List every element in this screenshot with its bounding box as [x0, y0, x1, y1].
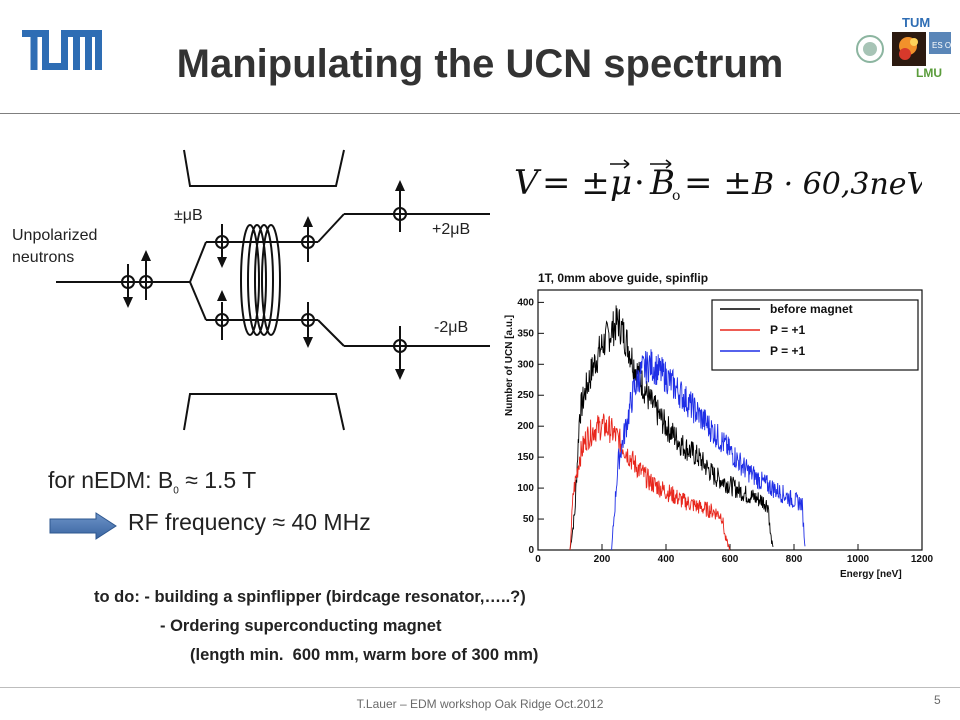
- chart-title: 1T, 0mm above guide, spinflip: [538, 271, 708, 285]
- svg-text:= ±: = ±: [684, 163, 752, 203]
- chart-y-label: Number of UCN [a.u.]: [504, 315, 515, 416]
- eso-logo-icon: [929, 32, 951, 54]
- footer-divider: [0, 687, 960, 688]
- x-tick-label: 0: [535, 554, 541, 565]
- x-tick-label: 1000: [847, 554, 870, 565]
- x-tick-label: 800: [786, 554, 803, 565]
- minus-2mu-b-label: -2μB: [434, 319, 468, 336]
- lmu-logo: LMU: [916, 66, 942, 80]
- legend-label: P = +1: [770, 323, 805, 337]
- header-divider: [0, 113, 960, 114]
- pm-mu-b-label: ±μB: [174, 207, 203, 224]
- svg-text:B · 60,3neV / T: B · 60,3neV / T: [751, 167, 922, 202]
- svg-text:V: V: [514, 163, 542, 203]
- y-tick-label: 0: [528, 545, 534, 556]
- rf-frequency-note: RF frequency ≈ 40 MHz: [128, 509, 371, 535]
- slide-title: Manipulating the UCN spectrum: [176, 42, 784, 86]
- unpolarized-label-2: neutrons: [12, 249, 74, 266]
- series-line-0: [569, 305, 774, 551]
- nedm-subscript: 0: [173, 485, 179, 497]
- y-tick-label: 50: [523, 514, 535, 525]
- y-tick-label: 150: [517, 452, 534, 463]
- plus-2mu-b-label: +2μB: [432, 221, 470, 238]
- spinflip-diagram: Unpolarized neutrons ±μB +2μB -2μB: [12, 149, 490, 431]
- right-arrow-icon: [49, 512, 117, 540]
- partner-logos-graphic: TUM ES O LMU: [856, 15, 951, 80]
- partner-logos: TUM ES O LMU: [856, 10, 952, 80]
- x-tick-label: 600: [722, 554, 739, 565]
- nedm-suffix: ≈ 1.5 T: [178, 467, 257, 493]
- spin-symbols: [121, 188, 407, 372]
- tum-small-logo: TUM: [902, 15, 930, 30]
- chart-x-label: Energy [neV]: [840, 569, 902, 580]
- y-tick-label: 200: [517, 421, 534, 432]
- y-tick-label: 350: [517, 328, 534, 339]
- page-number: 5: [934, 693, 941, 707]
- nedm-field-note: for nEDM: B0 ≈ 1.5 T: [48, 467, 256, 497]
- todo-line-2: - Ordering superconducting magnet: [160, 617, 442, 635]
- y-tick-label: 400: [517, 297, 534, 308]
- todo-line-1: to do: - building a spinflipper (birdcag…: [94, 588, 526, 606]
- ucn-spectrum-chart: 1T, 0mm above guide, spinflip 0 200 400 600…: [494, 266, 940, 584]
- todo-line-3: (length min. 600 mm, warm bore of 300 mm…: [190, 646, 539, 664]
- x-tick-label: 200: [594, 554, 611, 565]
- legend-label: before magnet: [770, 302, 853, 316]
- svg-text:o: o: [672, 188, 680, 204]
- svg-text:·: ·: [634, 163, 645, 203]
- svg-text:= ±: = ±: [542, 163, 610, 203]
- x-tick-label: 400: [658, 554, 675, 565]
- tum-logo: [22, 30, 102, 70]
- series-line-2: [611, 349, 806, 551]
- potential-formula: V = ± μ · B o = ± B · 60,3neV / T: [514, 159, 922, 204]
- svg-text:μ: μ: [610, 163, 632, 203]
- x-tick-label: 1200: [911, 554, 934, 565]
- footer-text: T.Lauer – EDM workshop Oak Ridge Oct.201…: [356, 697, 604, 711]
- eso-logo-text: ES O: [932, 41, 951, 50]
- nedm-prefix: for nEDM: B: [48, 467, 174, 493]
- svg-text:B: B: [649, 163, 675, 203]
- y-tick-label: 300: [517, 359, 534, 370]
- y-tick-label: 100: [517, 483, 534, 494]
- chart-legend: [711, 299, 919, 371]
- unpolarized-label-1: Unpolarized: [12, 227, 97, 244]
- series-line-1: [569, 413, 731, 551]
- legend-label: P = +1: [770, 344, 805, 358]
- y-tick-label: 250: [517, 390, 534, 401]
